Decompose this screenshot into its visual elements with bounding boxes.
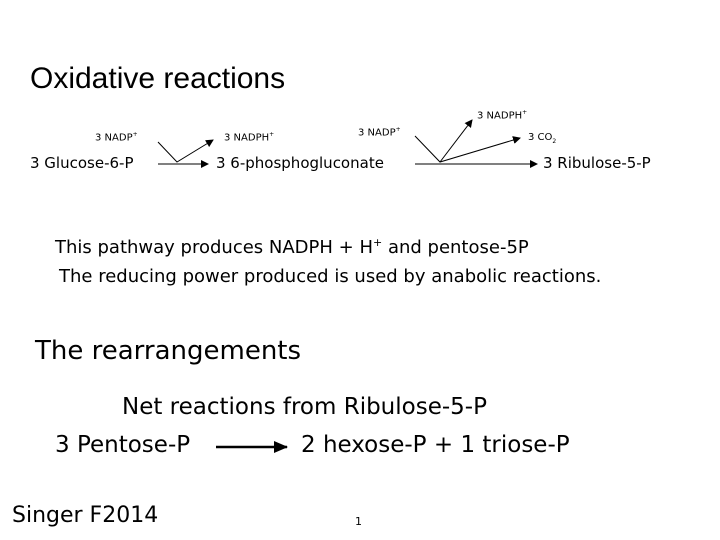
pathway-products-text: This pathway produces NADPH + H+ and pen… bbox=[55, 236, 529, 258]
arrow-step2 bbox=[414, 119, 538, 168]
slide-title: Oxidative reactions bbox=[30, 62, 286, 95]
intermediate-6-phosphogluconate: 3 6-phosphogluconate bbox=[216, 154, 384, 172]
net-reactions-title: Net reactions from Ribulose-5-P bbox=[122, 394, 487, 420]
nadph-label-2: 3 NADPH+ bbox=[477, 109, 528, 122]
product-ribulose-5-p: 3 Ribulose-5-P bbox=[543, 154, 651, 172]
nadp-label-1: 3 NADP+ bbox=[95, 131, 138, 144]
co2-label: 3 CO2 bbox=[528, 132, 557, 145]
nadp-label-2: 3 NADP+ bbox=[358, 126, 401, 139]
reducing-power-text: The reducing power produced is used by a… bbox=[59, 266, 602, 287]
footer-author: Singer F2014 bbox=[12, 503, 159, 528]
net-reaction-right: 2 hexose-P + 1 triose-P bbox=[301, 432, 570, 458]
nadph-label-1: 3 NADPH+ bbox=[224, 131, 275, 144]
substrate-glucose-6-p: 3 Glucose-6-P bbox=[30, 154, 134, 172]
section-title: The rearrangements bbox=[35, 336, 302, 366]
arrow-step1 bbox=[157, 139, 214, 168]
page-number: 1 bbox=[355, 515, 362, 528]
net-reaction-left: 3 Pentose-P bbox=[55, 432, 191, 458]
